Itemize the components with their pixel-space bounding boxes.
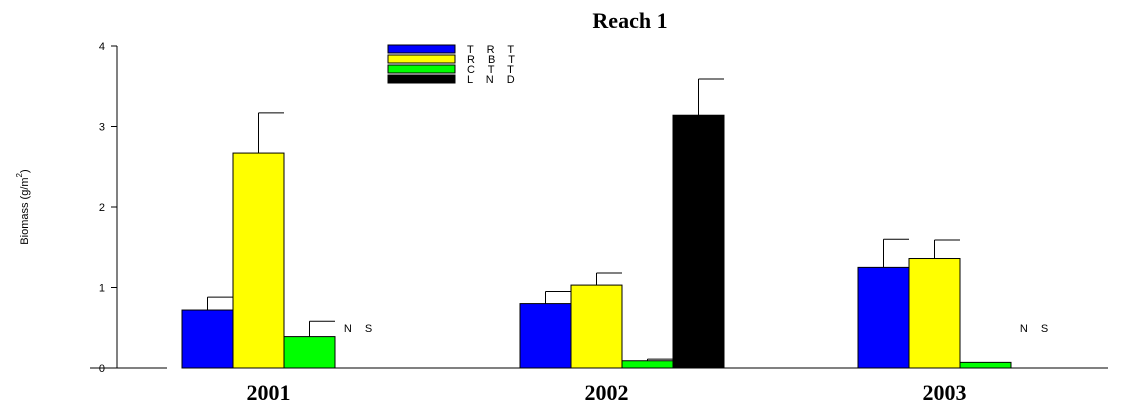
category-label: 2003 [923, 380, 967, 405]
y-tick-label: 1 [99, 283, 105, 295]
y-axis: 0 1 2 3 4 [99, 41, 118, 375]
bar [672, 114, 725, 369]
bars [181, 114, 1012, 369]
y-axis-label-text: Biomass (g/m [19, 177, 31, 244]
bar [283, 336, 336, 369]
legend-label: L N D [467, 74, 520, 86]
bar [857, 266, 910, 369]
ns-annotation: N S [1020, 323, 1053, 335]
legend-swatch [387, 54, 456, 64]
ns-annotation: N S [344, 323, 377, 335]
y-axis-label-superscript: 2 [15, 172, 24, 177]
legend-swatch [387, 74, 456, 84]
error-bars [207, 78, 960, 361]
category-label: 2001 [247, 380, 291, 405]
bar [570, 284, 623, 369]
bar [519, 303, 572, 369]
category-labels: 2001 2002 2003 [247, 380, 967, 405]
bar [232, 152, 285, 369]
bar [181, 309, 234, 369]
y-axis-label-close: ) [19, 169, 31, 173]
legend-label: R B T [467, 54, 520, 66]
bar [959, 361, 1012, 369]
chart-title: Reach 1 [592, 8, 667, 33]
y-tick-label: 0 [99, 363, 105, 375]
legend-label: T R T [467, 44, 519, 56]
bar [621, 360, 674, 369]
y-tick-label: 2 [99, 202, 105, 214]
legend: T R TR B TC T TL N D [387, 44, 520, 86]
y-axis-label: Biomass (g/m2) [15, 169, 31, 244]
bar [908, 258, 961, 369]
legend-swatch [387, 44, 456, 54]
legend-swatch [387, 64, 456, 74]
legend-label: C T T [467, 64, 519, 76]
category-label: 2002 [585, 380, 629, 405]
y-tick-label: 3 [99, 122, 105, 134]
y-tick-label: 4 [99, 41, 105, 53]
